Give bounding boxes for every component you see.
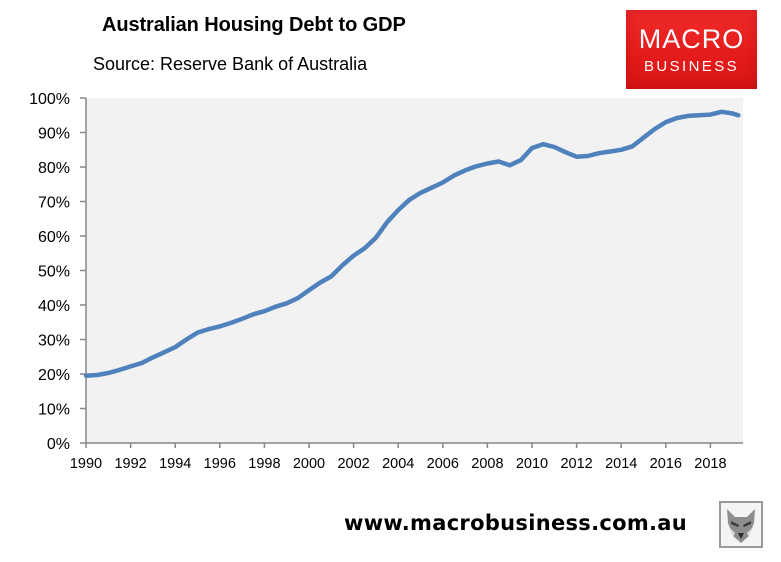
y-tick-label: 70%: [38, 195, 70, 212]
chart-title: Australian Housing Debt to GDP: [102, 14, 406, 36]
logo-line-1: MACRO: [638, 24, 745, 54]
housing-debt-line: [83, 109, 741, 378]
x-axis: 1990 1992 1994 1996 1998 2000 2002 2004 2006 2008…: [70, 442, 743, 472]
y-tick-label: 50%: [38, 264, 70, 281]
macrobusiness-logo: MACRO BUSINESS: [626, 10, 757, 89]
x-tick-label: 1998: [248, 456, 280, 472]
y-tick-label: 40%: [38, 298, 70, 315]
y-tick-label: 20%: [38, 367, 70, 384]
x-tick-label: 2006: [427, 456, 459, 472]
line-chart: 0%10%20%30%40%50%60%70%80%90%100% 1990 19…: [29, 91, 743, 472]
logo-line-2: BUSINESS: [643, 58, 740, 75]
x-tick-label: 2000: [293, 456, 325, 472]
y-tick-label: 90%: [38, 126, 70, 143]
y-tick-label: 100%: [29, 91, 70, 108]
y-tick-label: 30%: [38, 333, 70, 350]
x-tick-label: 2008: [471, 456, 503, 472]
x-tick-label: 2014: [605, 456, 637, 472]
plot-area: [86, 98, 743, 443]
website-url: www.macrobusiness.com.au: [344, 511, 688, 535]
wolf-icon: [719, 501, 763, 548]
x-tick-label: 2004: [382, 456, 414, 472]
x-tick-label: 2002: [337, 456, 369, 472]
y-tick-label: 80%: [38, 160, 70, 177]
y-tick-label: 60%: [38, 229, 70, 246]
wolf-face-glyph: [727, 509, 755, 543]
x-tick-label: 2018: [694, 456, 726, 472]
x-tick-label: 1990: [70, 456, 102, 472]
y-tick-label: 10%: [38, 402, 70, 419]
x-tick-label: 2016: [650, 456, 682, 472]
x-tick-label: 2012: [560, 456, 592, 472]
y-tick-label: 0%: [47, 436, 70, 453]
x-tick-label: 2010: [516, 456, 548, 472]
x-tick-label: 1996: [204, 456, 236, 472]
x-tick-label: 1994: [159, 456, 191, 472]
x-tick-label: 1992: [114, 456, 146, 472]
y-axis: 0% 10% 20% 30% 40% 50% 60% 70% 80% 90% 100%: [29, 91, 87, 453]
chart-subtitle: Source: Reserve Bank of Australia: [93, 54, 368, 74]
